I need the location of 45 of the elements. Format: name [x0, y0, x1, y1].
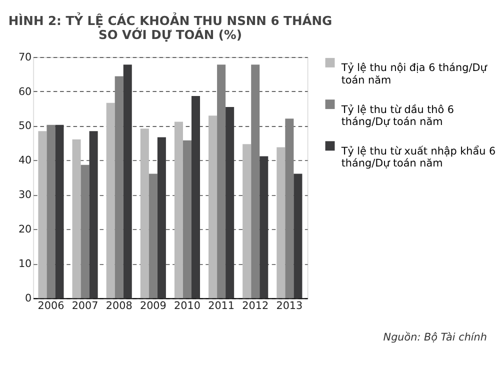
- bar: [260, 156, 268, 298]
- x-tick-label: 2012: [242, 300, 269, 312]
- bar: [182, 140, 192, 298]
- bar: [38, 131, 47, 298]
- text: Nguồn: Bộ Tài chính: [383, 332, 487, 344]
- bar: [294, 174, 302, 298]
- bar: [46, 124, 56, 298]
- x-tick-label: 2011: [208, 300, 235, 312]
- legend-label: Tỷ lệ thu từ dầu thô 6 tháng/Dự toán năm: [340, 104, 454, 128]
- bar: [80, 164, 90, 298]
- x-tick-label: 2007: [72, 300, 98, 312]
- y-tick-label: 50: [18, 120, 32, 132]
- bar: [140, 128, 149, 298]
- legend-label: Tỷ lệ thu từ xuất nhập khẩu 6 tháng/Dự toán năm: [340, 145, 496, 170]
- bar: [106, 102, 115, 298]
- x-tick-label: 2013: [276, 300, 303, 312]
- bar: [226, 106, 234, 298]
- legend-label: Tỷ lệ thu nội địa 6 tháng/Dự toán năm: [340, 62, 488, 86]
- bar: [174, 122, 183, 298]
- bar: [251, 64, 260, 298]
- bar: [148, 174, 158, 298]
- x-tick-label: 2008: [106, 300, 132, 312]
- y-tick-label: 30: [18, 189, 32, 202]
- bar: [89, 131, 98, 298]
- y-tick-label: 70: [18, 51, 32, 64]
- bar: [191, 96, 200, 298]
- bar: [242, 144, 252, 298]
- bar: [72, 139, 81, 298]
- bar: [208, 116, 218, 298]
- y-tick-label: 60: [18, 86, 32, 98]
- bar: [217, 64, 226, 298]
- bar: [285, 118, 294, 298]
- bar: [123, 64, 132, 298]
- bar: [276, 147, 286, 298]
- bar: [157, 137, 166, 298]
- chart-title: HÌNH 2: TỶ LỆ CÁC KHOẢN THU NSNN 6 THÁNG SO VỚI DỰ TOÁN (%): [8, 12, 332, 42]
- x-tick-label: 2006: [38, 300, 64, 312]
- y-tick-label: 40: [18, 154, 32, 167]
- x-tick-label: 2010: [174, 300, 200, 312]
- bar: [55, 124, 64, 298]
- y-tick-label: 0: [25, 292, 32, 304]
- y-tick-label: 10: [18, 258, 32, 270]
- x-tick-label: 2009: [140, 300, 166, 312]
- bar: [114, 76, 124, 298]
- y-tick-label: 20: [18, 224, 32, 236]
